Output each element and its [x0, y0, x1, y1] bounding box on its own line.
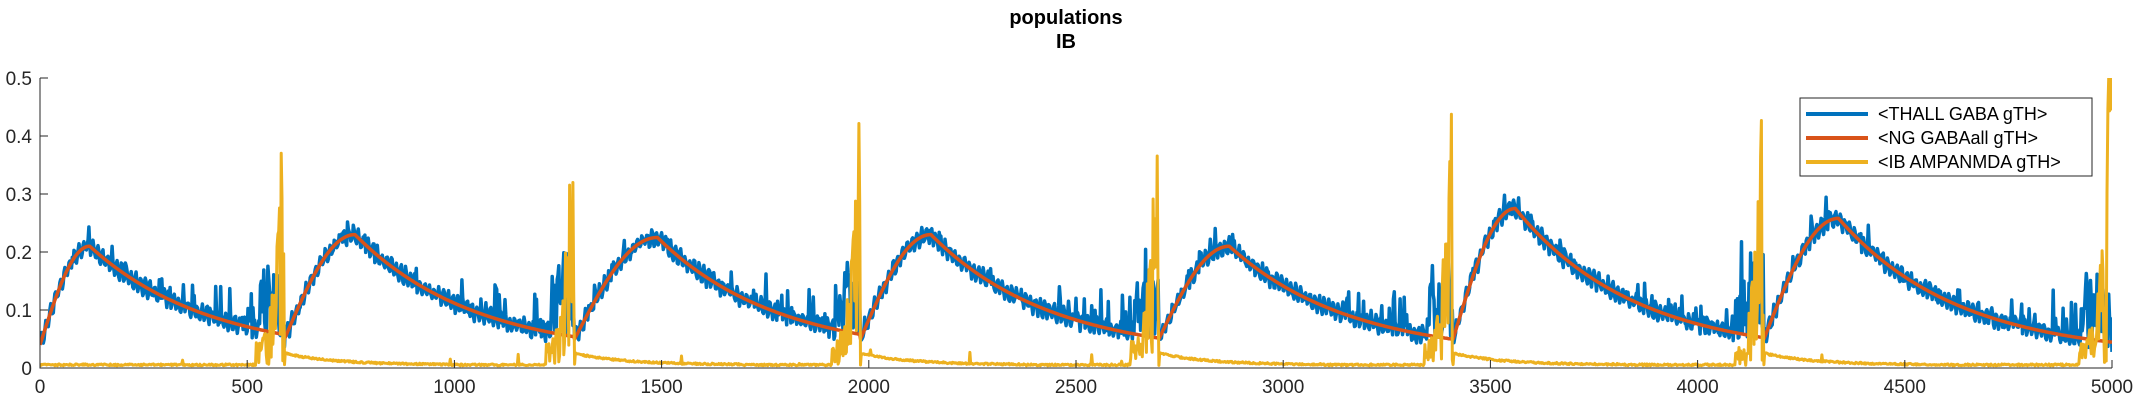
- y-tick-label: 0: [21, 359, 32, 380]
- x-tick-label: 2000: [848, 377, 890, 398]
- y-tick-label: 0.3: [6, 185, 32, 206]
- x-tick-label: 4500: [1884, 377, 1926, 398]
- x-tick-label: 5000: [2091, 377, 2133, 398]
- x-tick-label: 3000: [1262, 377, 1304, 398]
- x-tick-label: 2500: [1055, 377, 1097, 398]
- legend: <THALL GABA gTH> <NG GABAall gTH> <IB AM…: [1799, 97, 2093, 177]
- series-line-thall-gaba: [40, 193, 2112, 352]
- chart-title-line-1: populations: [1009, 7, 1122, 29]
- x-tick-label: 3500: [1469, 377, 1511, 398]
- y-tick-label: 0.2: [6, 243, 32, 264]
- x-tick-label: 500: [231, 377, 263, 398]
- x-tick-label: 4000: [1676, 377, 1718, 398]
- plot-area: 0 500 1000 1500 2000 2500 3000 3500 4000 4500 5000…: [6, 69, 2133, 398]
- y-tick-label: 0.4: [6, 127, 33, 148]
- legend-label-ng: <NG GABAall gTH>: [1878, 128, 2038, 148]
- series-layer: [40, 78, 2112, 368]
- legend-label-ib: <IB AMPANMDA gTH>: [1878, 152, 2061, 172]
- x-tick-label: 1000: [433, 377, 475, 398]
- y-tick-label: 0.5: [6, 69, 32, 90]
- series-line-ng-gabaall: [40, 206, 2112, 346]
- axis-layer: 0 500 1000 1500 2000 2500 3000 3500 4000 4500 5000…: [6, 69, 2133, 398]
- chart-title-line-2: IB: [1056, 31, 1076, 53]
- y-tick-label: 0.1: [6, 301, 32, 322]
- x-tick-label: 0: [35, 377, 46, 398]
- x-tick-label: 1500: [640, 377, 682, 398]
- legend-label-thall: <THALL GABA gTH>: [1878, 104, 2047, 124]
